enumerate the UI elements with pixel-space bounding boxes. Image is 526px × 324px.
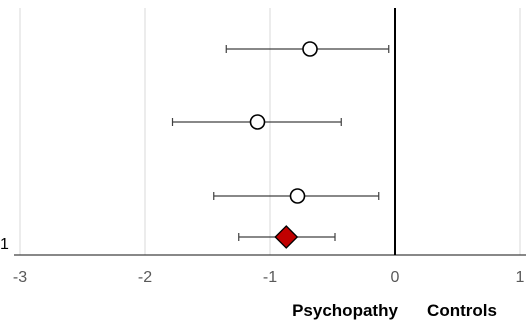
summary-diamond [274, 225, 299, 249]
grid-lines [19, 8, 521, 255]
data-marks [171, 41, 390, 249]
estimate-point [302, 41, 318, 57]
group-label-psychopathy: Psychopathy [292, 301, 398, 320]
estimate-point [289, 188, 306, 204]
axis-tick-labels: -3 -2 -1 0 1 1 [0, 236, 525, 286]
x-tick-label: 0 [391, 269, 400, 286]
group-label-controls: Controls [427, 301, 497, 320]
x-tick-label: -1 [263, 269, 277, 286]
estimate-point [249, 114, 266, 130]
x-tick-label: -3 [13, 269, 27, 286]
x-tick-label: -2 [138, 269, 152, 286]
axes [14, 8, 526, 256]
row-label: 1 [0, 236, 9, 253]
x-tick-label: 1 [516, 269, 525, 286]
